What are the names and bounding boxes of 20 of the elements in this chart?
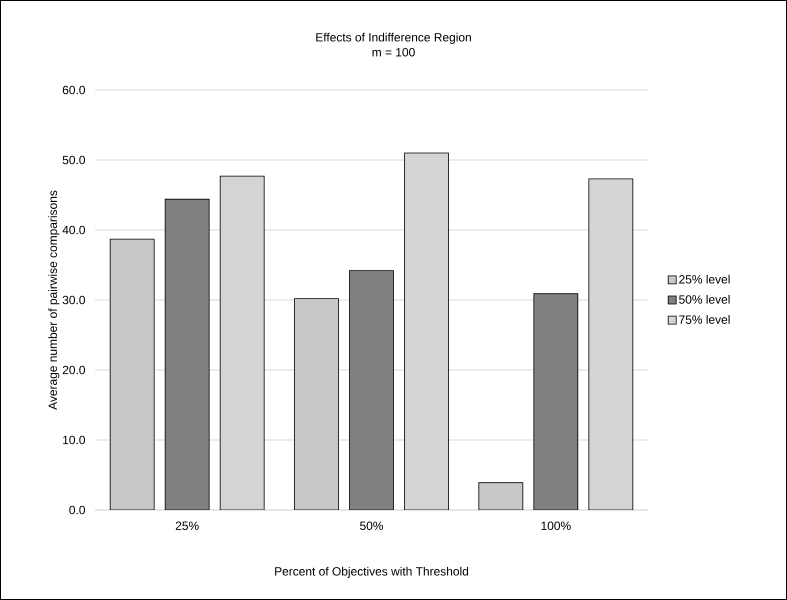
bar [349, 270, 394, 510]
x-tick-label: 100% [541, 522, 571, 530]
y-tick-label: 60.0 [62, 86, 86, 94]
legend-label: 75% level [679, 315, 730, 324]
legend-label: 50% level [679, 294, 730, 304]
chart-title: Effects of Indifference Region [316, 32, 471, 44]
y-axis-title: Average number of pairwise comparisons [48, 190, 60, 410]
y-tick-label: 0.0 [69, 506, 86, 514]
legend-label: 25% level [679, 274, 730, 284]
bar [164, 198, 210, 510]
x-tick-label: 25% [176, 522, 199, 530]
y-tick-label: 20.0 [62, 366, 86, 374]
chart-subtitle: m = 100 [372, 48, 415, 56]
bar [533, 293, 578, 510]
y-tick-label: 40.0 [62, 226, 86, 234]
y-tick-label: 30.0 [62, 296, 86, 304]
x-axis-title: Percent of Objectives with Threshold [275, 566, 468, 578]
x-tick-label: 50% [360, 522, 384, 530]
y-tick-label: 10.0 [63, 436, 86, 444]
y-tick-label: 50.0 [62, 156, 86, 164]
